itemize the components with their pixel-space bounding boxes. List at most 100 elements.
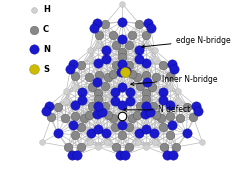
Point <box>127 125 131 129</box>
Point <box>120 104 124 107</box>
Point <box>144 33 148 36</box>
Point <box>113 125 117 129</box>
Point <box>96 44 100 47</box>
Text: C: C <box>43 25 49 34</box>
Point <box>154 75 158 78</box>
Point <box>144 146 148 149</box>
Point <box>106 114 110 117</box>
Point <box>152 132 156 135</box>
Point <box>168 103 172 106</box>
Point <box>96 146 100 149</box>
Point <box>111 73 115 76</box>
Point <box>87 114 91 117</box>
Point <box>114 146 118 149</box>
Point <box>71 63 75 66</box>
Point <box>96 104 100 107</box>
Point <box>149 26 153 29</box>
Point <box>127 63 131 66</box>
Point <box>70 153 74 156</box>
Point <box>64 90 68 93</box>
Point <box>137 132 141 135</box>
Point <box>32 28 36 31</box>
Point <box>144 62 148 65</box>
Point <box>161 99 165 102</box>
Point <box>137 57 141 60</box>
Point <box>111 117 115 120</box>
Text: edge N-bridge: edge N-bridge <box>141 36 231 48</box>
Point <box>44 109 48 112</box>
Point <box>168 75 171 78</box>
Point <box>136 141 140 144</box>
Point <box>120 133 124 136</box>
Point <box>185 132 189 135</box>
Point <box>137 49 141 52</box>
Point <box>200 141 204 144</box>
Point <box>68 68 72 71</box>
Point <box>162 146 166 149</box>
Point <box>154 114 158 117</box>
Point <box>166 153 169 156</box>
Point <box>111 34 115 37</box>
Point <box>75 153 79 156</box>
Point <box>168 133 172 136</box>
Point <box>171 153 175 156</box>
Point <box>103 105 107 108</box>
Point <box>138 22 141 25</box>
Text: N: N <box>43 45 50 54</box>
Point <box>95 22 99 25</box>
Point <box>161 125 165 129</box>
Point <box>168 85 172 88</box>
Point <box>127 44 131 47</box>
Point <box>64 99 68 102</box>
Point <box>90 105 94 108</box>
Point <box>32 48 36 51</box>
Point <box>120 37 124 40</box>
Point <box>114 63 118 66</box>
Point <box>103 85 107 88</box>
Point <box>120 86 124 89</box>
Point <box>191 116 195 119</box>
Point <box>124 69 128 72</box>
Point <box>79 64 83 67</box>
Point <box>128 90 132 93</box>
Point <box>56 132 60 135</box>
Point <box>118 153 122 156</box>
Point <box>144 92 148 95</box>
Point <box>120 115 124 118</box>
Point <box>130 73 134 76</box>
Point <box>73 85 77 88</box>
Point <box>66 146 70 149</box>
Point <box>138 85 142 88</box>
Point <box>119 71 123 74</box>
Point <box>145 80 149 83</box>
Point <box>170 63 174 66</box>
Point <box>172 68 176 71</box>
Point <box>95 112 99 115</box>
Point <box>82 117 86 120</box>
Point <box>32 8 36 11</box>
Point <box>56 105 60 108</box>
Point <box>113 90 117 93</box>
Point <box>97 73 101 76</box>
Point <box>144 104 148 107</box>
Point <box>120 63 124 66</box>
Point <box>40 141 44 144</box>
Point <box>73 133 77 136</box>
Point <box>96 97 100 100</box>
Point <box>123 70 127 74</box>
Point <box>87 75 91 78</box>
Point <box>120 20 124 23</box>
Point <box>120 56 124 59</box>
Point <box>113 99 117 102</box>
Point <box>151 85 154 88</box>
Point <box>79 146 83 149</box>
Point <box>114 44 118 47</box>
Point <box>73 75 77 78</box>
Point <box>120 115 124 118</box>
Point <box>92 26 96 29</box>
Point <box>90 85 94 88</box>
Point <box>97 33 101 36</box>
Point <box>71 123 75 126</box>
Point <box>88 48 92 51</box>
Point <box>144 128 148 131</box>
